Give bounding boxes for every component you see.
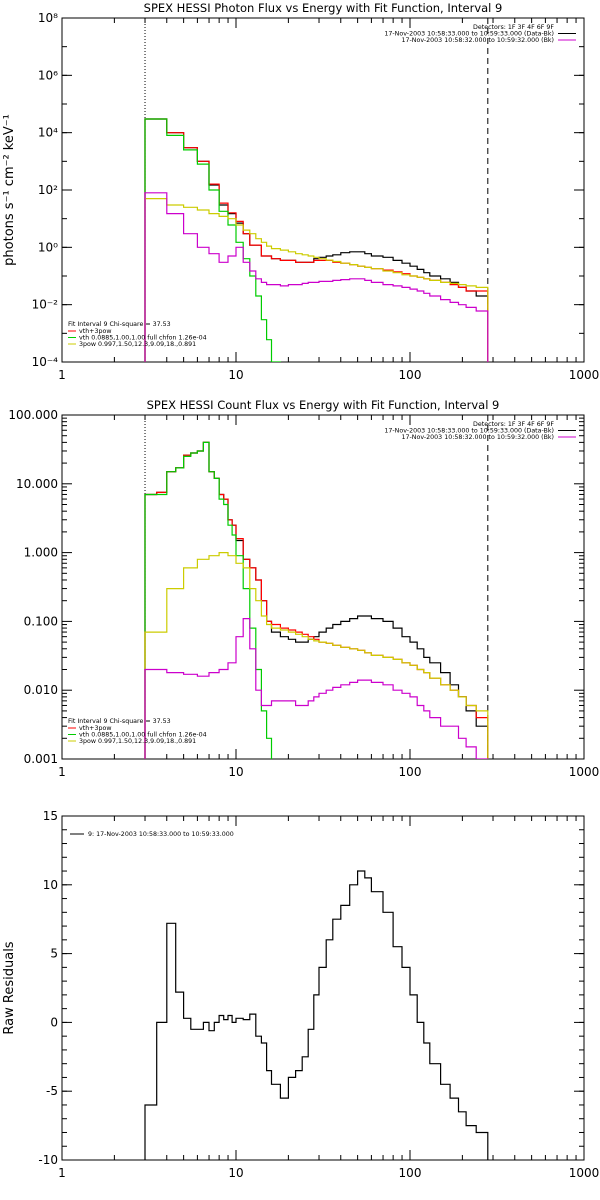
legend-left-entry: vth 0.0885,1.00,1.00 full chfon 1.26e-04 <box>79 335 207 342</box>
x-tick-label: 1000 <box>569 1166 600 1180</box>
series-line-5 <box>144 618 489 759</box>
series-line-1 <box>144 441 489 759</box>
y-tick-label: 10⁴ <box>38 126 58 140</box>
y-tick-label: 10⁻⁴ <box>32 355 59 369</box>
panel-1: SPEX HESSI Photon Flux vs Energy with Fi… <box>2 1 599 382</box>
y-tick-label: 15 <box>43 809 58 823</box>
y-tick-label: 0 <box>50 1015 58 1029</box>
chart-title: SPEX HESSI Count Flux vs Energy with Fit… <box>147 398 500 412</box>
y-tick-label: 100.000 <box>8 408 58 422</box>
y-tick-label: 10⁰ <box>38 240 58 254</box>
legend-left-entry: vth+3pow <box>79 725 111 732</box>
series-line-1 <box>144 870 489 1160</box>
legend-left-entry: vth+3pow <box>79 328 111 335</box>
series-group <box>144 441 489 759</box>
y-tick-label: 1.000 <box>24 546 58 560</box>
series-group <box>144 870 489 1160</box>
legend-left-entry: 3pow 0.997,1.50,12.3,9.09,18.,0.891 <box>79 738 196 745</box>
y-tick-label: 10⁸ <box>38 11 58 25</box>
x-tick-label: 10 <box>228 368 243 382</box>
series-group <box>144 118 489 362</box>
y-tick-label: 10.000 <box>16 477 58 491</box>
y-tick-label: 10⁻² <box>32 298 59 312</box>
series-line-1 <box>144 118 489 362</box>
series-line-3 <box>144 118 281 362</box>
plot-frame <box>61 414 585 760</box>
legend-right-entry: Detectors: 1F 3F 4F 6F 9F <box>473 24 554 31</box>
y-tick-label: 0.010 <box>24 683 58 697</box>
fit-header: Fit Interval 9 Chi-square = 37.53 <box>68 321 171 328</box>
plot-frame <box>61 17 585 363</box>
series-line-2 <box>144 441 489 759</box>
legend-right-entry: 17-Nov-2003 10:58:32.000 to 10:59:32.000… <box>401 434 554 441</box>
x-tick-label: 10 <box>228 765 243 779</box>
series-line-4 <box>144 552 489 759</box>
y-tick-label: -10 <box>38 1153 58 1167</box>
legend-entry: 9: 17-Nov-2003 10:58:33.000 to 10:59:33.… <box>88 831 234 838</box>
x-tick-label: 1000 <box>569 765 600 779</box>
series-line-3 <box>144 441 273 759</box>
y-tick-label: -5 <box>46 1084 58 1098</box>
x-tick-label: 100 <box>399 368 422 382</box>
panel-2: SPEX HESSI Count Flux vs Energy with Fit… <box>8 398 600 779</box>
legend-right-entry: 17-Nov-2003 10:58:33.000 to 10:59:33.000… <box>384 31 554 38</box>
series-line-5 <box>144 192 489 362</box>
y-tick-label: 10 <box>43 878 58 892</box>
legend-left-entry: 3pow 0.997,1.50,12.3,9.09,18.,0.891 <box>79 341 196 348</box>
x-tick-label: 100 <box>399 765 422 779</box>
legend-right-entry: 17-Nov-2003 10:58:33.000 to 10:59:33.000… <box>384 428 554 435</box>
y-axis-label: Raw Residuals <box>2 941 17 1034</box>
y-tick-label: 10⁶ <box>38 68 58 82</box>
x-tick-label: 10 <box>228 1166 243 1180</box>
panel-3: 1 10 100 1000 -10 -5 0 5 10 15 Raw Residuals 9: 17-… <box>2 809 599 1180</box>
series-line-4 <box>144 198 489 362</box>
x-tick-label: 100 <box>399 1166 422 1180</box>
legend-right-entry: Detectors: 1F 3F 4F 6F 9F <box>473 421 554 428</box>
x-tick-label: 1 <box>58 368 66 382</box>
x-tick-label: 1000 <box>569 368 600 382</box>
y-axis-label: photons s⁻¹ cm⁻² keV⁻¹ <box>2 114 17 266</box>
y-tick-label: 10² <box>38 183 58 197</box>
y-tick-label: 0.100 <box>24 614 58 628</box>
chart-title: SPEX HESSI Photon Flux vs Energy with Fi… <box>144 1 503 15</box>
x-tick-label: 1 <box>58 765 66 779</box>
x-tick-label: 1 <box>58 1166 66 1180</box>
legend-left-entry: vth 0.0885,1.00,1.00 full chfon 1.26e-04 <box>79 732 207 739</box>
y-tick-label: 5 <box>50 947 58 961</box>
series-line-2 <box>144 118 489 362</box>
y-tick-label: 0.001 <box>24 752 58 766</box>
plot-frame <box>61 815 585 1161</box>
legend-right-entry: 17-Nov-2003 10:58:32.000 to 10:59:32.000… <box>401 37 554 44</box>
fit-header: Fit Interval 9 Chi-square = 37.53 <box>68 718 171 725</box>
